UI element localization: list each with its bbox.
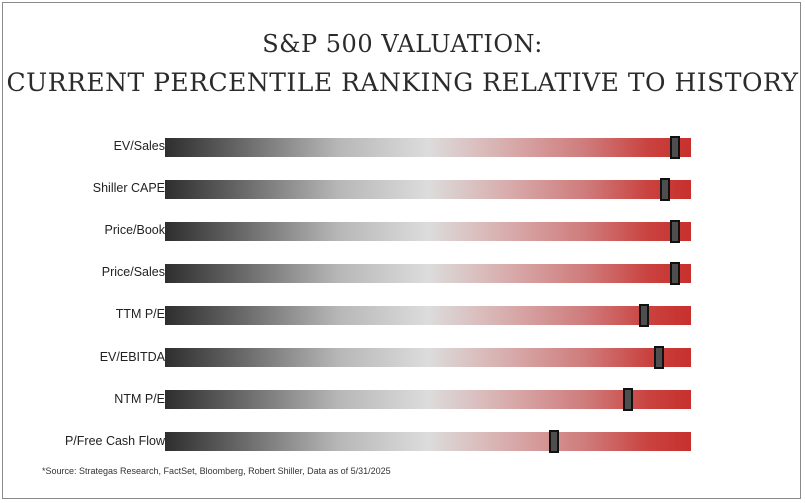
percentile-marker — [622, 388, 633, 412]
percentile-marker — [654, 346, 665, 369]
percentile-marker — [670, 261, 681, 285]
category-label: EV/Sales — [113, 139, 165, 153]
category-label: P/Free Cash Flow — [64, 433, 165, 448]
percentile-bar — [165, 432, 691, 452]
chart-title: S&P 500 VALUATION: — [262, 30, 543, 58]
percentile-marker — [670, 135, 681, 159]
percentile-bar — [165, 221, 691, 241]
percentile-marker — [659, 177, 670, 201]
percentile-marker — [638, 303, 649, 327]
percentile-marker — [670, 219, 681, 243]
category-label: Shiller CAPE — [92, 181, 165, 196]
category-label: TTM P/E — [115, 307, 165, 322]
percentile-bar — [165, 179, 691, 199]
percentile-bar — [165, 390, 691, 410]
source-note: *Source: Strategas Research, FactSet, Bl… — [42, 466, 391, 476]
category-label: Price/Book — [104, 223, 165, 238]
category-label: Price/Sales — [101, 265, 165, 280]
percentile-bar — [165, 348, 691, 367]
percentile-bar — [165, 137, 691, 157]
percentile-bar — [165, 263, 691, 283]
category-label: NTM P/E — [114, 391, 165, 406]
percentile-marker — [549, 430, 560, 454]
chart-subtitle: CURRENT PERCENTILE RANKING RELATIVE TO H… — [6, 68, 799, 97]
percentile-bar — [165, 305, 691, 325]
category-label: EV/EBITDA — [99, 349, 165, 364]
